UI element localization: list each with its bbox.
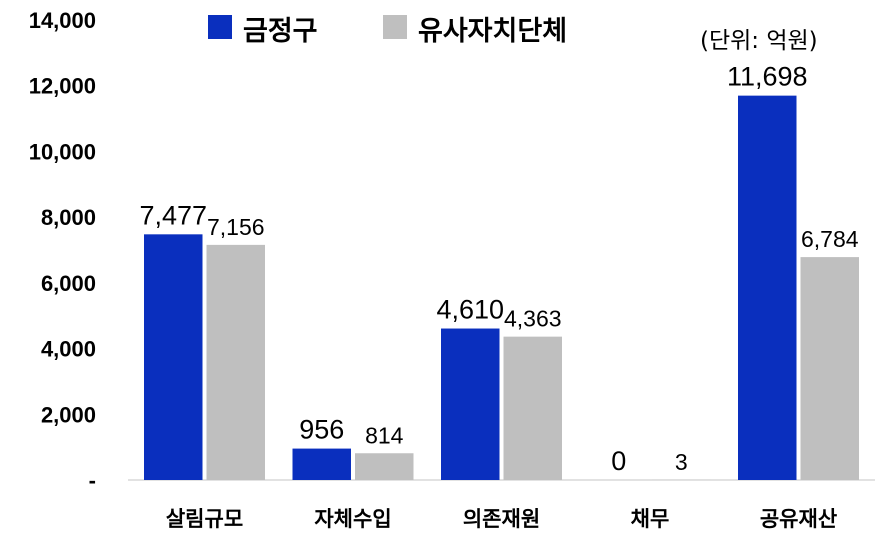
y-axis-ticks: - 2,000 4,000 6,000 8,000 10,000 12,000 14,000 — [29, 8, 96, 493]
bar-similar — [206, 244, 265, 480]
x-category-label: 공유재산 — [760, 507, 837, 531]
y-tick-label: 6,000 — [41, 271, 96, 296]
data-label: 11,698 — [727, 62, 808, 92]
data-label: 7,156 — [207, 214, 265, 240]
data-label: 3 — [675, 449, 688, 475]
legend-swatch-similar — [383, 15, 407, 39]
x-category-label: 살림규모 — [166, 507, 243, 531]
bar-similar — [800, 257, 859, 480]
y-tick-label: 14,000 — [29, 8, 96, 33]
x-category-label: 채무 — [631, 507, 670, 531]
unit-note: (단위: 억원) — [700, 28, 818, 54]
data-label: 6,784 — [801, 226, 859, 252]
y-tick-label: 4,000 — [41, 337, 96, 362]
data-label: 0 — [611, 446, 626, 476]
x-category-label: 의존재원 — [463, 507, 540, 531]
bars — [144, 95, 859, 480]
bar-geumjeong — [292, 448, 351, 480]
y-tick-label: 10,000 — [29, 139, 96, 164]
legend-label-similar: 유사자치단체 — [418, 16, 567, 47]
data-label: 7,477 — [139, 200, 207, 230]
x-axis-categories: 살림규모 자체수입 의존재원 채무 공유재산 — [166, 507, 837, 531]
data-label: 4,610 — [436, 295, 504, 325]
bar-geumjeong — [441, 328, 500, 480]
y-tick-label: - — [89, 468, 96, 493]
y-tick-label: 2,000 — [41, 402, 96, 427]
y-tick-label: 8,000 — [41, 205, 96, 230]
bar-similar — [503, 336, 562, 480]
bar-similar — [355, 453, 414, 480]
x-category-label: 자체수입 — [314, 507, 391, 531]
y-tick-label: 12,000 — [29, 74, 96, 99]
data-label: 956 — [299, 415, 344, 445]
data-labels: 7,477 7,156 956 814 4,610 4,363 0 3 11,698 6,784 — [139, 62, 858, 476]
data-label: 814 — [365, 422, 404, 448]
bar-geumjeong — [738, 95, 797, 480]
bar-geumjeong — [144, 234, 203, 480]
data-label: 4,363 — [504, 306, 562, 332]
legend-swatch-geumjeong — [208, 15, 232, 39]
legend-label-geumjeong: 금정구 — [243, 16, 318, 47]
legend: 금정구 유사자치단체 — [208, 15, 567, 47]
